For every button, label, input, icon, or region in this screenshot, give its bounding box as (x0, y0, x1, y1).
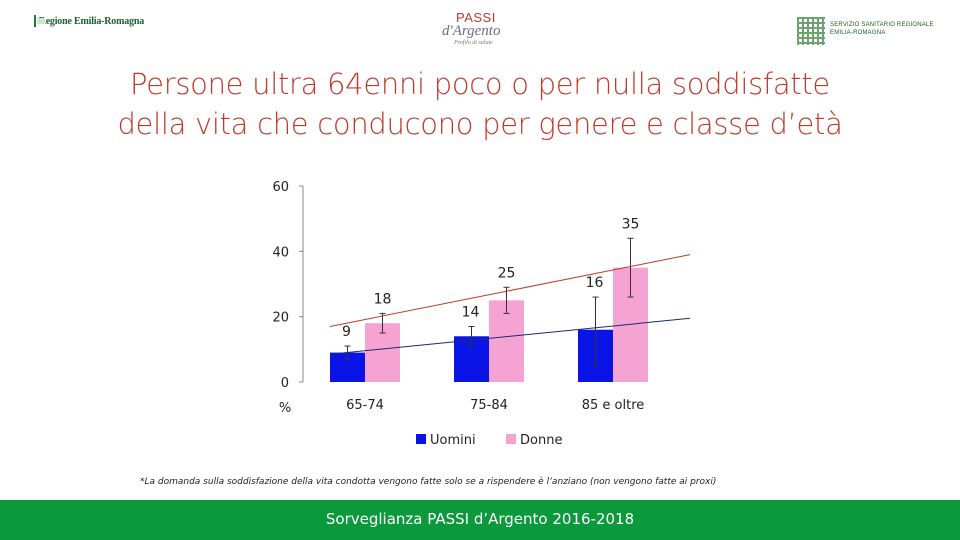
passi-argento-logo: PASSI d'Argento Profilo di salute (436, 8, 516, 48)
trendline-uomini (329, 317, 691, 355)
logo-argento-text: d'Argento (442, 23, 501, 39)
ssr-logo-line-1: SERVIZIO SANITARIO REGIONALE (830, 22, 934, 28)
x-tick-label: 65-74 (346, 398, 384, 413)
data-label: 35 (622, 216, 640, 232)
y-tick-label: 40 (272, 245, 289, 260)
x-tick-label: 85 e oltre (582, 398, 645, 413)
footer-text: Sorveglianza PASSI d’Argento 2016-2018 (325, 510, 635, 528)
legend-swatch-donne (506, 434, 516, 444)
regione-logo: Regione Emilia-Romagna (34, 14, 144, 28)
footnote: *La domanda sulla soddisfazione della vi… (140, 477, 717, 487)
ssr-logo: SERVIZIO SANITARIO REGIONALE EMILIA-ROMA… (797, 17, 937, 45)
trendline-donne (329, 254, 691, 327)
legend-swatch-uomini (416, 434, 426, 444)
y-tick-label: 20 (272, 311, 289, 326)
ssr-logo-line-2: EMILIA-ROMAGNA (830, 30, 886, 36)
slide-title-line-2: della vita che conducono per genere e cl… (117, 107, 843, 141)
data-label: 16 (586, 275, 604, 291)
slide-title: Persone ultra 64enni poco o per nulla so… (0, 64, 960, 144)
data-label: 14 (462, 304, 480, 320)
logo-tagline: Profilo di salute (454, 40, 493, 46)
footer-bar: Sorveglianza PASSI d’Argento 2016-2018 (0, 500, 960, 540)
bar-donne (489, 300, 524, 382)
y-tick-label: 0 (281, 376, 289, 391)
ssr-logo-mark (797, 17, 825, 45)
x-tick-label: 75-84 (470, 398, 508, 413)
data-label: 9 (342, 324, 351, 340)
slide-title-line-1: Persone ultra 64enni poco o per nulla so… (130, 67, 830, 101)
logo-passi-text: PASSI (456, 10, 496, 25)
bar-chart: 0 20 40 60% 9 18 65-74 14 25 75-84 16 35 85 e oltre U… (272, 180, 691, 448)
y-axis-unit-label: % (279, 401, 291, 416)
data-label: 25 (498, 265, 516, 281)
legend-label: Donne (520, 433, 562, 448)
data-label: 18 (374, 291, 392, 307)
y-tick-label: 60 (272, 180, 289, 195)
regione-logo-mark (34, 15, 44, 27)
regione-logo-text: Regione Emilia-Romagna (38, 15, 145, 27)
legend-label: Uomini (430, 433, 476, 448)
